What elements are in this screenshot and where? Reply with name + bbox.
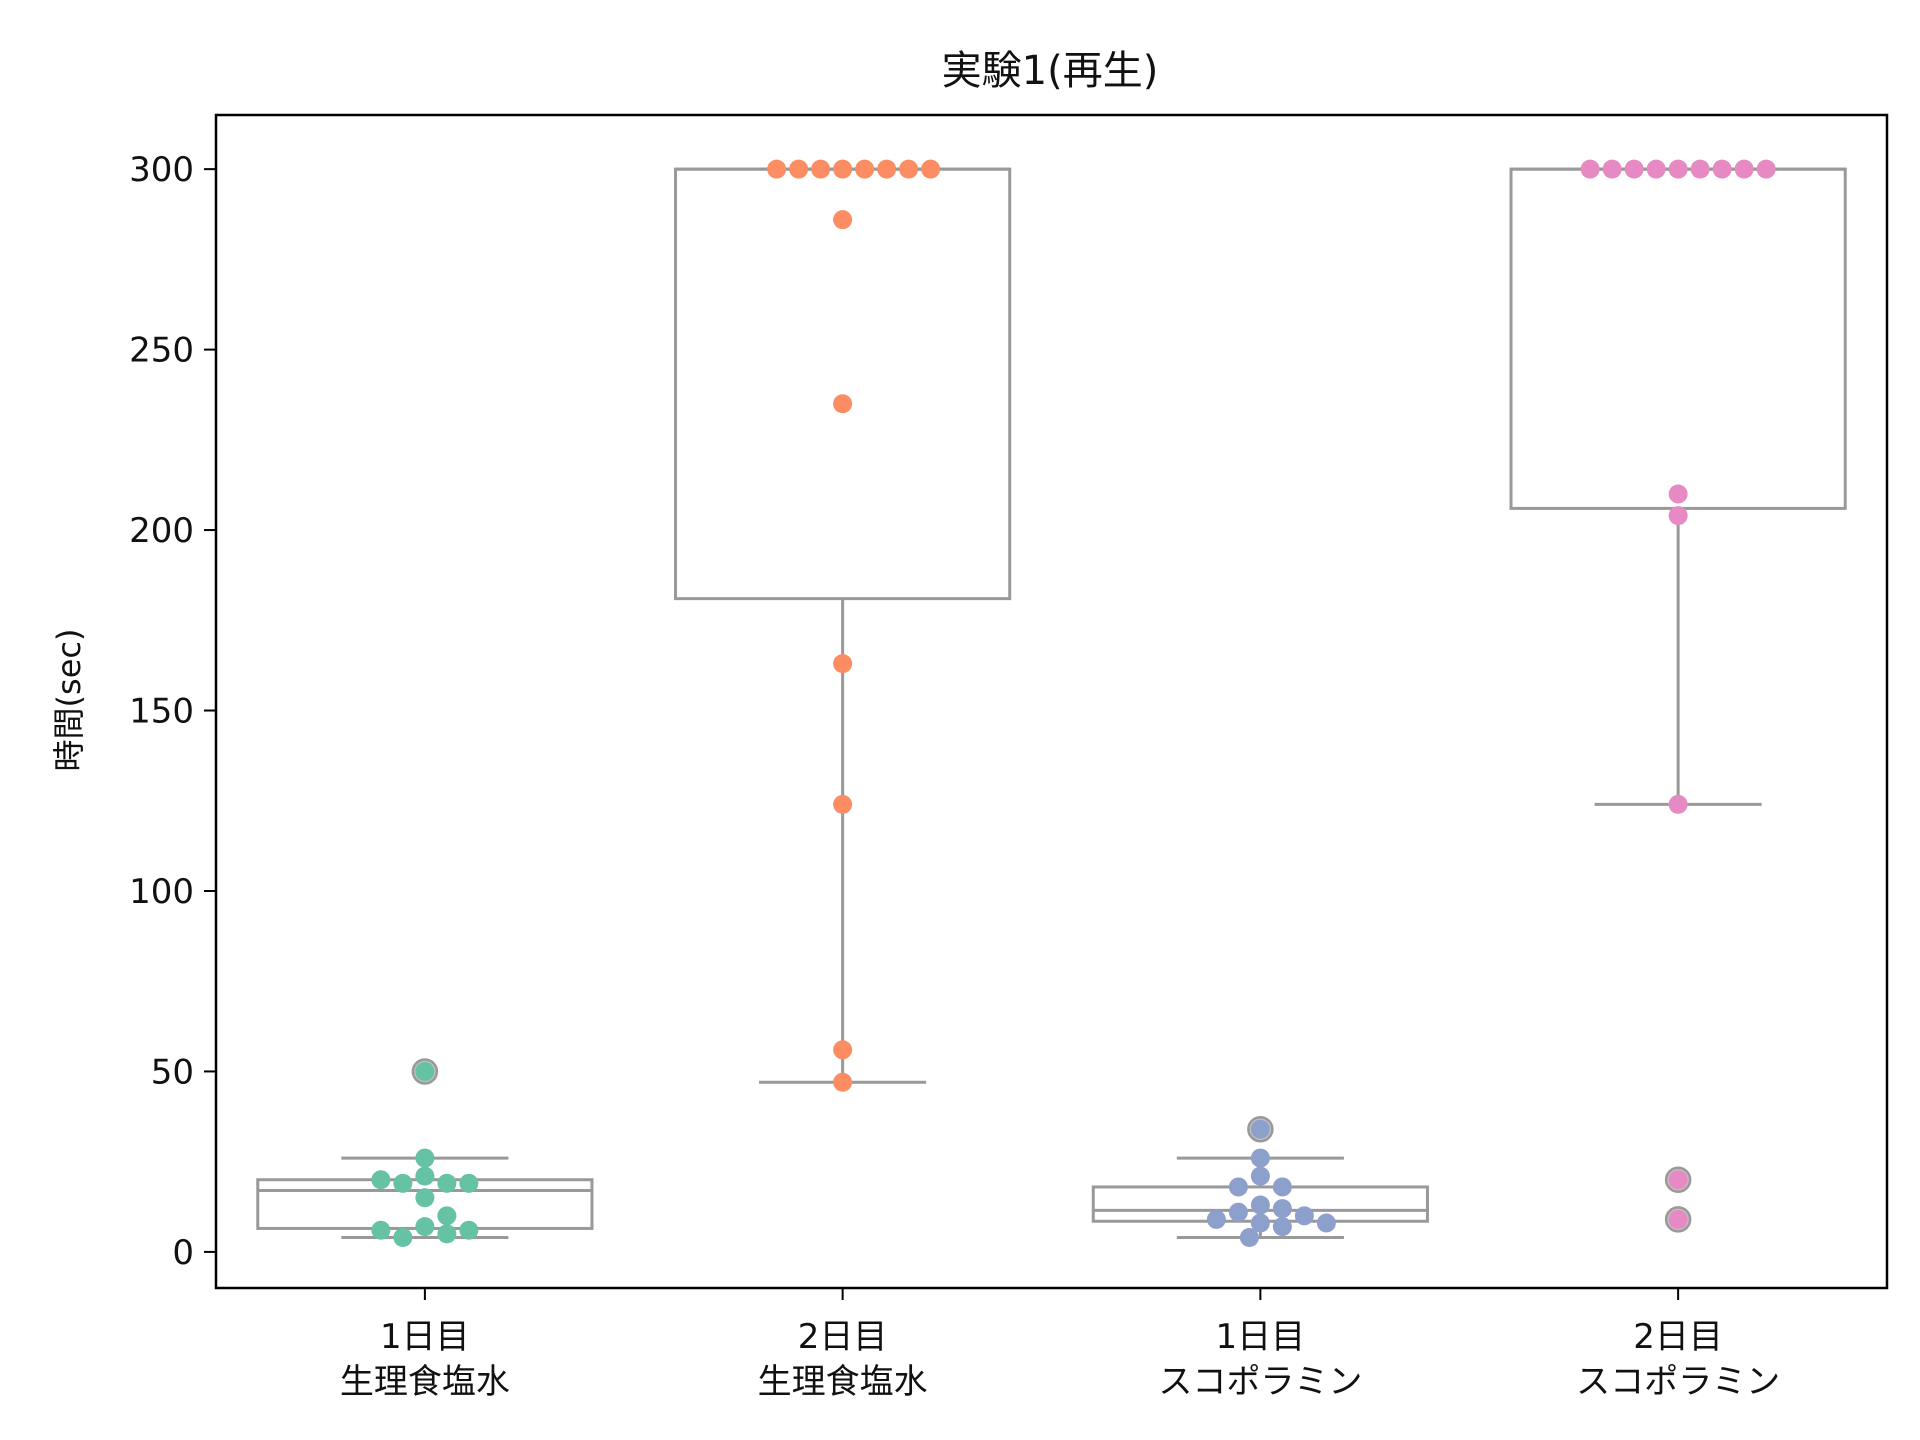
- x-tick-label-3-line1: 1日目: [1216, 1317, 1306, 1357]
- x-tick-label-1-line2: 生理食塩水: [340, 1362, 510, 1402]
- x-tick-label-1-line1: 1日目: [380, 1317, 470, 1357]
- data-point-2-14: [833, 1072, 853, 1092]
- data-point-1-7: [415, 1217, 435, 1237]
- data-point-1-11: [393, 1227, 413, 1247]
- y-tick-label-50: 50: [151, 1052, 194, 1092]
- box-4: [1509, 167, 1847, 510]
- data-point-2-12: [833, 794, 853, 814]
- y-tick-label-250: 250: [129, 331, 194, 371]
- data-point-1-10: [437, 1206, 457, 1226]
- data-point-4-5: [1624, 159, 1644, 179]
- data-point-4-4: [1712, 159, 1732, 179]
- data-point-2-5: [789, 159, 809, 179]
- data-point-2-2: [855, 159, 875, 179]
- data-point-3-5: [1228, 1177, 1248, 1197]
- x-tick-label-2-line1: 2日目: [798, 1317, 888, 1357]
- data-point-1-4: [393, 1173, 413, 1193]
- x-tick-label-4-line1: 2日目: [1633, 1317, 1723, 1357]
- data-point-1-3: [415, 1148, 435, 1168]
- data-point-3-6: [1250, 1195, 1270, 1215]
- data-point-2-4: [877, 159, 897, 179]
- data-point-4-12: [1668, 794, 1688, 814]
- data-point-1-8: [437, 1224, 457, 1244]
- y-tick-label-150: 150: [129, 692, 194, 732]
- data-point-2-1: [833, 159, 853, 179]
- data-point-3-2: [1250, 1148, 1270, 1168]
- x-tick-label-4-line2: スコポラミン: [1576, 1362, 1780, 1402]
- data-point-4-8: [1756, 159, 1776, 179]
- data-point-4-2: [1690, 159, 1710, 179]
- chart-title: 実験1(再生): [942, 48, 1159, 94]
- box-2: [674, 167, 1012, 601]
- data-point-4-13: [1668, 1170, 1688, 1190]
- data-point-3-7: [1272, 1199, 1292, 1219]
- data-point-3-1: [1250, 1119, 1270, 1139]
- data-point-4-3: [1646, 159, 1666, 179]
- data-point-3-4: [1272, 1177, 1292, 1197]
- data-point-4-6: [1734, 159, 1754, 179]
- data-point-4-11: [1668, 506, 1688, 526]
- data-point-4-1: [1668, 159, 1688, 179]
- y-tick-label-0: 0: [172, 1233, 194, 1273]
- data-point-3-8: [1228, 1202, 1248, 1222]
- y-tick-label-300: 300: [129, 150, 194, 190]
- data-point-2-10: [833, 394, 853, 414]
- data-point-3-14: [1239, 1227, 1259, 1247]
- data-point-3-12: [1316, 1213, 1336, 1233]
- data-point-3-3: [1250, 1166, 1270, 1186]
- data-point-2-9: [833, 210, 853, 230]
- data-point-2-6: [899, 159, 919, 179]
- x-tick-label-3-line2: スコポラミン: [1158, 1362, 1362, 1402]
- plot-frame: [214, 113, 1889, 1290]
- data-point-4-7: [1602, 159, 1622, 179]
- data-point-3-13: [1272, 1217, 1292, 1237]
- data-point-4-10: [1668, 484, 1688, 504]
- data-point-2-7: [767, 159, 787, 179]
- data-point-2-3: [811, 159, 831, 179]
- data-point-1-1: [415, 1166, 435, 1186]
- data-point-1-9: [415, 1188, 435, 1208]
- data-point-3-10: [1206, 1209, 1226, 1229]
- data-point-3-9: [1294, 1206, 1314, 1226]
- x-tick-label-2-line2: 生理食塩水: [758, 1362, 928, 1402]
- data-point-1-5: [459, 1173, 479, 1193]
- y-tick-label-100: 100: [129, 872, 194, 912]
- data-point-1-14: [415, 1061, 435, 1081]
- data-point-2-8: [921, 159, 941, 179]
- data-point-1-13: [371, 1220, 391, 1240]
- data-point-1-6: [371, 1170, 391, 1190]
- data-point-1-12: [459, 1220, 479, 1240]
- data-point-2-13: [833, 1040, 853, 1060]
- data-point-4-14: [1668, 1209, 1688, 1229]
- y-axis-label: 時間(sec): [50, 629, 88, 772]
- data-point-1-2: [437, 1173, 457, 1193]
- y-tick-label-200: 200: [129, 511, 194, 551]
- data-point-3-11: [1250, 1213, 1270, 1233]
- data-point-2-11: [833, 654, 853, 674]
- data-point-4-9: [1580, 159, 1600, 179]
